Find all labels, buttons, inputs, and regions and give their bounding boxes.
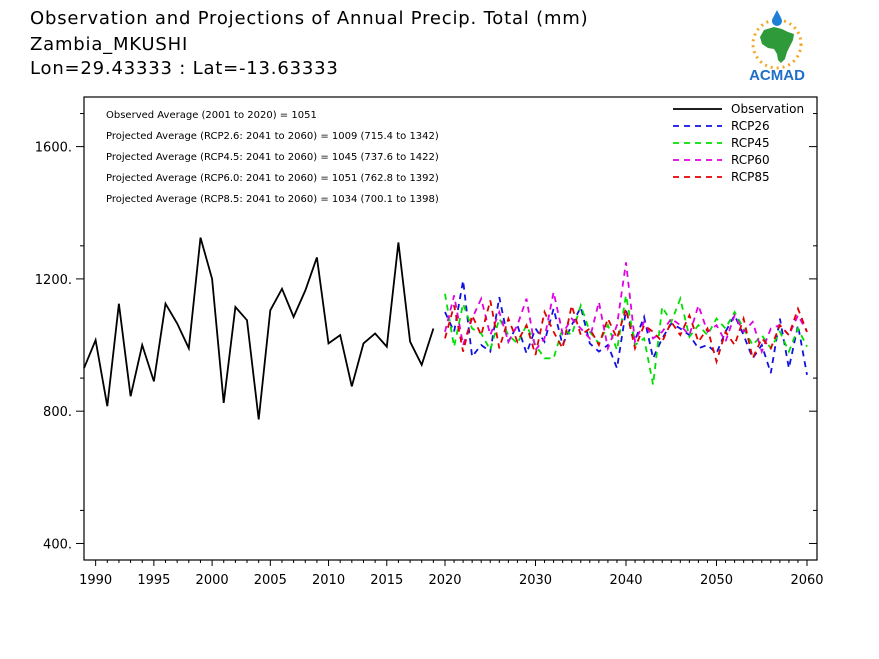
y-tick-label: 1600. [35,141,72,156]
series-line-rcp26 [444,280,808,375]
legend-label: RCP85 [731,170,770,184]
x-axis: 1990 1995 2000 2005 2010 2015 2020 2030 2040 2050… [79,560,824,588]
x-tick-label: 2015 [370,573,403,588]
x-tick-label: 1995 [137,573,170,588]
legend-label: Observation [731,102,804,116]
y-tick-label: 800. [43,405,72,420]
y-tick-label: 400. [43,537,72,552]
africa-map-icon [760,27,794,63]
x-tick-label: 2020 [428,573,461,588]
x-tick-label: 2050 [700,573,733,588]
series-line-rcp60 [444,262,808,355]
y-axis: 400. 800. 1200. 1600. [35,113,817,552]
x-tick-label: 2005 [254,573,287,588]
station-name: Zambia_MKUSHI [30,34,189,55]
x-tick-label: 2030 [519,573,552,588]
x-tick-label: 2060 [790,573,823,588]
acmad-logo: ACMAD [749,10,805,84]
x-tick-label: 2040 [609,573,642,588]
station-coordinates: Lon=29.43333 : Lat=-13.63333 [30,58,339,79]
annotation-line: Projected Average (RCP2.6: 2041 to 2060)… [106,131,439,142]
series-line-rcp45 [444,293,808,385]
logo-text: ACMAD [749,67,805,84]
chart-title: Observation and Projections of Annual Pr… [30,8,589,29]
x-tick-label: 1990 [79,573,112,588]
series-line-observation [83,237,435,420]
annotation-line: Projected Average (RCP8.5: 2041 to 2060)… [106,194,439,205]
plot-frame [83,96,818,561]
water-drop-icon [772,10,782,26]
series-line-rcp85 [444,300,808,365]
x-tick-label: 2000 [196,573,229,588]
sun-rays-icon [751,18,803,70]
annotation-line: Projected Average (RCP4.5: 2041 to 2060)… [106,152,439,163]
series-lines [83,237,808,420]
x-tick-label: 2010 [312,573,345,588]
legend-label: RCP45 [731,136,770,150]
legend-label: RCP26 [731,119,770,133]
annotation-line: Projected Average (RCP6.0: 2041 to 2060)… [106,173,439,184]
y-tick-label: 1200. [35,273,72,288]
annotation-line: Observed Average (2001 to 2020) = 1051 [106,110,317,121]
annotation-block: Observed Average (2001 to 2020) = 1051 Pr… [106,110,439,205]
legend-label: RCP60 [731,153,770,167]
legend: Observation RCP26 RCP45 RCP60 RCP85 [673,102,804,184]
